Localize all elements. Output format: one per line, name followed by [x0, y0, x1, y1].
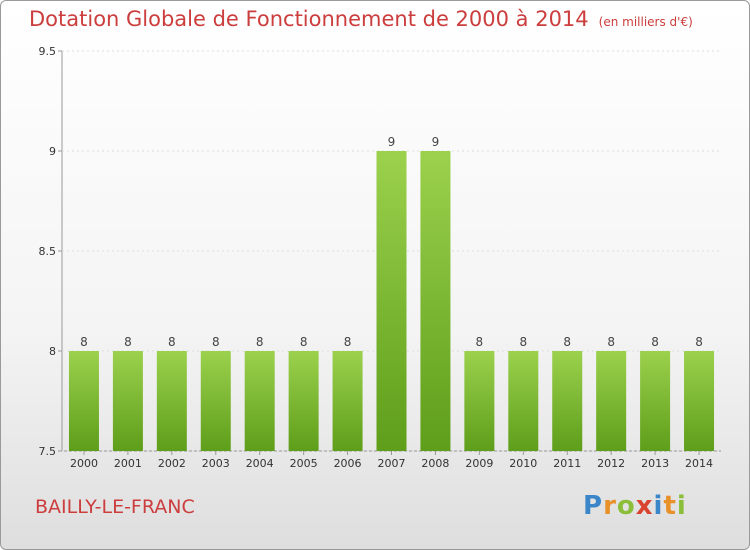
value-label-2012: 8: [607, 335, 615, 349]
chart-title-text: Dotation Globale de Fonctionnement de 20…: [29, 7, 589, 31]
bar-2008: [420, 151, 451, 451]
bar-2007: [376, 151, 407, 451]
value-label-2010: 8: [519, 335, 527, 349]
bar-2000: [68, 351, 99, 451]
logo-letter: i: [676, 491, 687, 521]
value-label-2013: 8: [651, 335, 659, 349]
y-tick-label: 9: [49, 145, 56, 158]
bar-2012: [596, 351, 627, 451]
proxiti-logo: Proxiti: [583, 491, 687, 521]
value-label-2000: 8: [80, 335, 88, 349]
x-tick-label-2005: 2005: [290, 457, 318, 470]
y-tick-label: 9.5: [39, 45, 57, 58]
x-tick-label-2007: 2007: [378, 457, 406, 470]
value-label-2001: 8: [124, 335, 132, 349]
bar-2009: [464, 351, 495, 451]
bar-2010: [508, 351, 539, 451]
x-tick-label-2004: 2004: [246, 457, 274, 470]
value-label-2011: 8: [563, 335, 571, 349]
bar-2001: [112, 351, 143, 451]
bar-2011: [552, 351, 583, 451]
x-tick-label-2013: 2013: [641, 457, 669, 470]
value-label-2008: 9: [432, 135, 440, 149]
x-tick-label-2009: 2009: [465, 457, 493, 470]
bar-2013: [640, 351, 671, 451]
x-tick-label-2000: 2000: [70, 457, 98, 470]
x-tick-label-2010: 2010: [509, 457, 537, 470]
value-label-2006: 8: [344, 335, 352, 349]
x-tick-label-2011: 2011: [553, 457, 581, 470]
bar-2004: [244, 351, 275, 451]
x-tick-label-2001: 2001: [114, 457, 142, 470]
bar-2005: [288, 351, 319, 451]
bar-2002: [156, 351, 187, 451]
logo-letter: t: [663, 491, 677, 521]
value-label-2007: 9: [388, 135, 396, 149]
chart-subtitle: (en milliers d'€): [598, 15, 693, 29]
bar-2014: [684, 351, 715, 451]
x-tick-label-2002: 2002: [158, 457, 186, 470]
chart-title: Dotation Globale de Fonctionnement de 20…: [29, 7, 693, 31]
logo-letter: r: [603, 491, 617, 521]
logo-letter: o: [616, 491, 636, 521]
value-label-2009: 8: [476, 335, 484, 349]
value-label-2002: 8: [168, 335, 176, 349]
x-tick-label-2003: 2003: [202, 457, 230, 470]
commune-name: BAILLY-LE-FRANC: [35, 496, 195, 518]
bar-2003: [200, 351, 231, 451]
logo-letter: i: [653, 491, 664, 521]
logo-letter: P: [583, 491, 604, 521]
x-tick-label-2008: 2008: [421, 457, 449, 470]
y-tick-label: 8: [49, 345, 56, 358]
logo-letter: x: [635, 491, 654, 521]
bar-2006: [332, 351, 363, 451]
y-tick-label: 8.5: [39, 245, 57, 258]
value-label-2003: 8: [212, 335, 220, 349]
x-tick-label-2014: 2014: [685, 457, 713, 470]
value-label-2004: 8: [256, 335, 264, 349]
x-tick-label-2006: 2006: [334, 457, 362, 470]
y-tick-label: 7.5: [39, 445, 57, 458]
value-label-2014: 8: [695, 335, 703, 349]
x-tick-label-2012: 2012: [597, 457, 625, 470]
value-label-2005: 8: [300, 335, 308, 349]
